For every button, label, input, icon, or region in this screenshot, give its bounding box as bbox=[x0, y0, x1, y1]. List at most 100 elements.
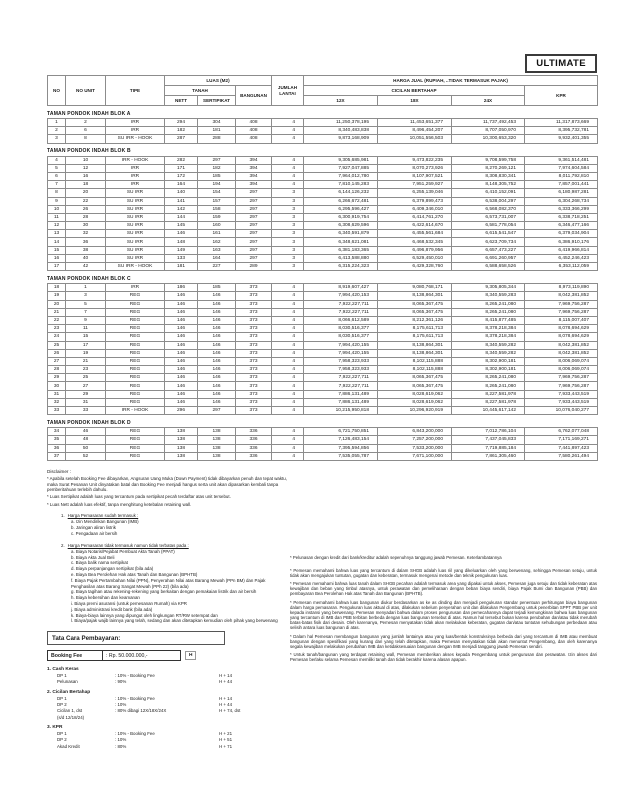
table-cell: 8,006,069,074 bbox=[524, 365, 598, 375]
disclaimer-item: * Luas Nett adalah luas efektif, tanpa m… bbox=[47, 501, 192, 507]
table-cell: 8,102,115,888 bbox=[377, 356, 452, 367]
table-cell: 146 bbox=[197, 324, 236, 334]
col-header-tipe: TIPE bbox=[105, 75, 165, 106]
plan-cell: DP 1 bbox=[57, 696, 67, 702]
table-cell: 146 bbox=[197, 389, 236, 399]
table-cell: 12 bbox=[65, 163, 106, 173]
table-cell: 146 bbox=[197, 307, 236, 317]
table-cell: 146 bbox=[164, 365, 198, 375]
table-cell: 158 bbox=[197, 204, 236, 214]
plan-title: 3. KPR bbox=[47, 725, 63, 731]
table-cell: 10,445,617,142 bbox=[451, 405, 525, 416]
table-cell: 296 bbox=[164, 405, 198, 416]
table-cell: 3 bbox=[271, 245, 304, 255]
table-cell: REG bbox=[105, 315, 165, 326]
plan-title: 1. Cash Keras bbox=[47, 667, 79, 673]
table-cell: 26 bbox=[47, 348, 66, 358]
list-item: k. Biaya-biaya lainnya yang dipungut ole… bbox=[71, 612, 218, 618]
table-cell: 8,042,381,852 bbox=[524, 340, 598, 350]
table-cell: 8,265,241,080 bbox=[451, 373, 525, 383]
table-cell: 7,958,323,933 bbox=[303, 356, 378, 367]
table-cell: 7,535,055,787 bbox=[303, 451, 378, 461]
table-cell: 408 bbox=[235, 117, 272, 128]
table-cell: 6,386,910,176 bbox=[524, 237, 598, 247]
table-cell: 146 bbox=[197, 348, 236, 358]
table-cell: 34 bbox=[47, 427, 66, 437]
table-cell: 7,922,227,711 bbox=[303, 381, 378, 391]
table-cell: 8,070,273,926 bbox=[377, 163, 452, 173]
table-cell: 11,317,873,669 bbox=[524, 117, 598, 128]
table-cell: IRR bbox=[105, 283, 165, 293]
table-cell: 373 bbox=[235, 340, 272, 350]
table-cell: 6,843,200,000 bbox=[377, 427, 452, 437]
table-cell: 6,455,561,684 bbox=[377, 229, 452, 239]
table-cell: 21 bbox=[47, 307, 66, 317]
plan-cell: : 80% bbox=[115, 743, 127, 749]
table-cell: 7,395,594,856 bbox=[303, 443, 378, 453]
col-header-no-unit: NO UNIT bbox=[65, 75, 106, 106]
table-cell: 52 bbox=[65, 451, 106, 461]
list-item: b. Biaya Akta Jual Beli bbox=[71, 554, 115, 560]
table-cell: 8,148,305,752 bbox=[451, 180, 525, 190]
table-row: 4 10 IRR - HOOK 282 297 3 bbox=[47, 155, 598, 165]
table-cell: 4 bbox=[271, 356, 304, 367]
table-cell: SU IRR bbox=[105, 221, 165, 231]
block-section: TAMAN PONDOK INDAH BLOK A 1 bbox=[47, 111, 598, 144]
table-row: 31 29 REG 146 146 373 bbox=[47, 389, 598, 399]
col-header-harga-jual: HARGA JUAL (RUPIAH, ..TIDAK TERMASUK PAJ… bbox=[302, 75, 599, 86]
table-cell: 7,886,131,489 bbox=[303, 389, 378, 399]
table-cell: 16 bbox=[47, 253, 66, 264]
table-cell: REG bbox=[105, 340, 165, 350]
list-number: 1. bbox=[61, 513, 65, 519]
table-row: 18 1 IRR 186 185 373 bbox=[47, 283, 598, 293]
table-cell: 8,078,694,629 bbox=[524, 332, 598, 342]
table-row: 2 6 IRR 182 181 408 bbox=[47, 126, 598, 136]
table-cell: 9,932,401,355 bbox=[524, 134, 598, 144]
table-cell: 6,333,366,299 bbox=[524, 204, 598, 214]
table-cell: REG bbox=[105, 373, 165, 383]
table-cell: 146 bbox=[164, 229, 198, 239]
table-cell: 11 bbox=[47, 212, 66, 223]
table-cell: 7 bbox=[47, 180, 66, 190]
table-cell: REG bbox=[105, 443, 165, 453]
table-cell: 6 bbox=[47, 171, 66, 182]
plan-cell: DP 2 bbox=[57, 702, 67, 708]
table-cell: 7,533,200,000 bbox=[377, 443, 452, 453]
table-cell: 8,496,454,207 bbox=[377, 126, 452, 136]
table-cell: 6 bbox=[65, 126, 106, 136]
table-row: 19 3 REG 146 146 373 bbox=[47, 291, 598, 301]
table-cell: 6,409,346,010 bbox=[377, 204, 452, 214]
table-cell: 6,379,899,473 bbox=[377, 196, 452, 206]
col-header-no: NO bbox=[47, 75, 66, 106]
table-cell: 19 bbox=[65, 348, 106, 358]
table-cell: 373 bbox=[235, 381, 272, 391]
table-cell: 25 bbox=[65, 373, 106, 383]
table-cell: 146 bbox=[164, 373, 198, 383]
price-table: 1 2 IRR 294 304 408 bbox=[47, 117, 598, 144]
table-cell: 3 bbox=[47, 134, 66, 144]
table-row: 5 12 IRR 171 182 394 bbox=[47, 163, 598, 173]
table-cell: 6,295,596,427 bbox=[303, 204, 378, 214]
table-cell: 2 bbox=[47, 126, 66, 136]
table-cell: 6,529,450,010 bbox=[377, 253, 452, 264]
plan-cell: H + 44 bbox=[219, 679, 233, 685]
table-cell: 304 bbox=[197, 117, 236, 128]
table-cell: 3 bbox=[271, 237, 304, 247]
col-header-luas: LUAS (M2) bbox=[164, 75, 272, 86]
table-cell: 4 bbox=[271, 451, 304, 461]
table-cell: 4 bbox=[271, 389, 304, 399]
table-cell: 1 bbox=[47, 117, 66, 128]
table-cell: 26 bbox=[65, 204, 106, 214]
table-cell: 8,011,792,810 bbox=[524, 171, 598, 182]
table-cell: 7,012,786,104 bbox=[451, 427, 525, 437]
table-row: 16 40 SU IRR 133 164 297 bbox=[47, 253, 598, 264]
table-cell: 373 bbox=[235, 307, 272, 317]
table-cell: 227 bbox=[197, 261, 236, 272]
col-header-tanah: TANAH bbox=[164, 85, 236, 96]
table-cell: 8,227,581,978 bbox=[451, 389, 525, 399]
plan-line: Cicilan 1, dst : 80% dibagi 12X/18X/24X … bbox=[47, 708, 287, 714]
right-note: * Untuk tanah/bangunan yang terdapat ret… bbox=[290, 652, 597, 663]
table-cell: 4 bbox=[271, 171, 304, 182]
table-cell: 7,171,169,271 bbox=[524, 435, 598, 445]
